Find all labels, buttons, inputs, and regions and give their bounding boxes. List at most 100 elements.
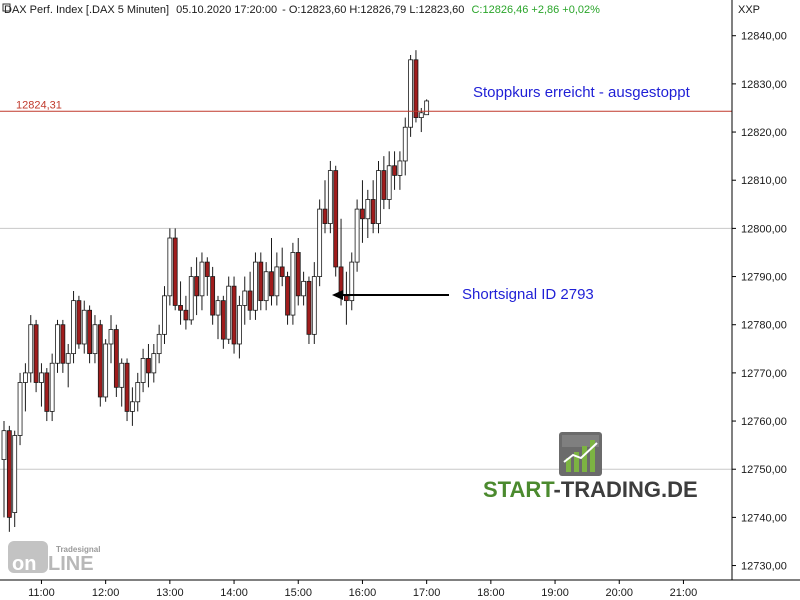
candle-body (199, 261, 205, 297)
candle (188, 266, 194, 325)
candle (360, 180, 365, 243)
candle-body (349, 261, 355, 302)
candle-body (108, 329, 114, 345)
candle-body (113, 329, 119, 388)
candle (71, 291, 76, 364)
candle (274, 252, 280, 306)
candle (279, 247, 285, 287)
candle (402, 117, 408, 176)
candle (167, 228, 173, 306)
candle (33, 319, 39, 393)
candle (392, 151, 397, 190)
candle-body (44, 372, 50, 412)
candle-body (413, 59, 419, 118)
candle (263, 262, 269, 311)
candle (199, 252, 205, 311)
candle-body (22, 372, 28, 383)
candle-body (327, 170, 333, 224)
candle (306, 276, 312, 344)
candle-body (424, 100, 430, 116)
y-tick-label: 12820,00 (741, 127, 787, 139)
candle-body (311, 276, 317, 335)
candle (12, 430, 18, 528)
axis-symbol-label: XXP (738, 4, 760, 16)
y-tick-label: 12800,00 (741, 223, 787, 235)
candle-body (220, 300, 226, 340)
y-tick-label: 12810,00 (741, 175, 787, 187)
x-tick-label: 20:00 (605, 587, 633, 599)
candle (301, 271, 307, 306)
x-axis: 11:00 12:00 13:00 14:00 15:00 16:00 17:00 18:00… (28, 580, 697, 599)
candle-body (386, 165, 392, 200)
candle (210, 266, 216, 325)
candle-body (12, 435, 18, 513)
x-tick-label: 18:00 (477, 587, 505, 599)
candle-body (279, 266, 285, 277)
y-tick-label: 12780,00 (741, 320, 787, 332)
candle (365, 189, 371, 239)
header-close-change: C:12826,46 +2,86 +0,02% (471, 4, 600, 16)
candle-body (6, 430, 12, 518)
x-tick-label: 17:00 (413, 587, 441, 599)
candle (322, 180, 328, 234)
header-datetime: 05.10.2020 17:20:00 (176, 4, 277, 16)
candle (269, 238, 274, 306)
candle (146, 343, 151, 388)
y-tick-label: 12840,00 (741, 31, 787, 43)
candle-body (97, 324, 103, 398)
candle-body (65, 353, 71, 364)
short-signal-arrow (332, 290, 449, 300)
candle (418, 107, 424, 133)
candle-body (17, 382, 23, 436)
candle (119, 358, 125, 407)
candle-body (274, 266, 280, 297)
header-box-icon[interactable] (2, 3, 11, 12)
candle (81, 300, 87, 354)
candle (156, 324, 162, 364)
candle-body (290, 252, 296, 316)
x-tick-label: 13:00 (156, 587, 184, 599)
x-tick-label: 15:00 (284, 587, 312, 599)
candle-body (295, 252, 301, 297)
x-tick-label: 11:00 (28, 587, 55, 599)
x-tick-label: 19:00 (541, 587, 569, 599)
header-instrument: DAX Perf. Index [.DAX 5 Minuten] 05.10.2… (4, 4, 600, 16)
candle (231, 276, 237, 354)
candle (103, 339, 109, 402)
candle (76, 295, 82, 349)
candle (22, 363, 28, 412)
y-tick-label: 12830,00 (741, 79, 787, 91)
logo-bar (590, 440, 595, 472)
candle-body (247, 290, 253, 311)
logo-bar (574, 452, 579, 472)
candle-body (301, 280, 307, 297)
candle (97, 319, 103, 407)
candle (376, 160, 381, 234)
candle-body (392, 165, 397, 176)
candle-body (215, 300, 221, 316)
candle (92, 315, 98, 364)
candle-body (87, 309, 92, 355)
candle-body (204, 261, 210, 277)
header-instrument-name: DAX Perf. Index [.DAX 5 Minuten] (4, 4, 169, 16)
candle (311, 262, 317, 344)
tradesignal-logo: Tradesignal on LINE (8, 541, 100, 575)
candle-body (167, 237, 173, 297)
tradesignal-small-text: Tradesignal (56, 545, 100, 554)
x-tick-label: 21:00 (670, 587, 698, 599)
candle (178, 281, 183, 325)
candle-body (210, 276, 216, 316)
candle (424, 99, 430, 116)
candle (381, 156, 387, 210)
x-tick-label: 12:00 (92, 587, 120, 599)
y-tick-label: 12790,00 (741, 272, 787, 284)
candle-body (242, 290, 248, 306)
candle (39, 363, 44, 407)
candle-body (333, 170, 339, 268)
candle-body (360, 208, 365, 220)
candle (285, 271, 290, 325)
candle (253, 252, 258, 320)
